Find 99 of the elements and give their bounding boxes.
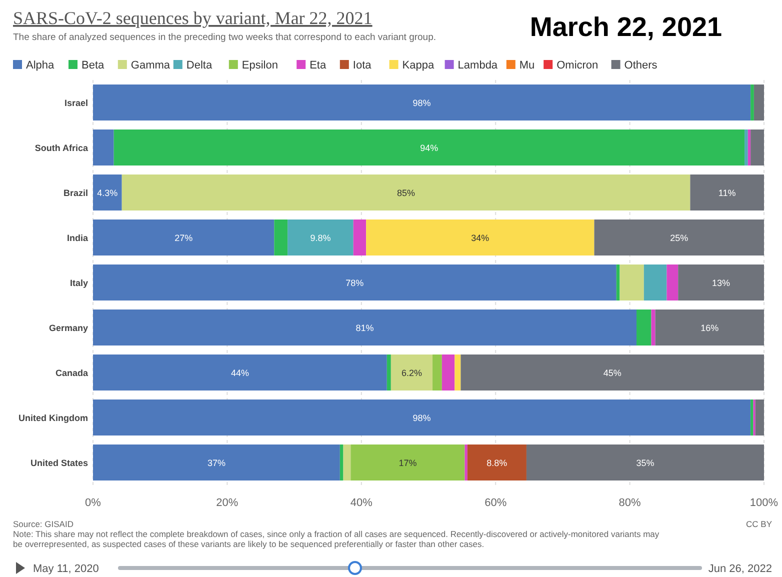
legend-label: Iota [352,60,372,72]
bar [460,354,764,390]
data-label: 85% [397,188,416,198]
data-label: 94% [420,143,438,153]
bar [651,310,656,346]
legend-label: Delta [186,60,213,72]
data-label: 44% [230,368,249,378]
bar [454,354,461,390]
bar [655,310,764,346]
y-tick-label: Brazil [63,188,88,198]
bar [93,84,751,120]
data-label: 34% [471,233,490,243]
y-tick-label: South Africa [34,143,89,153]
bar [754,84,764,120]
bar [122,174,690,210]
text: May 11, 2020 [33,563,99,575]
bar [666,264,678,300]
y-tick-label: Canada [55,368,89,378]
data-label: 17% [398,458,417,468]
legend-label: Lambda [458,60,498,72]
bar [93,444,340,480]
text: CC BY [746,519,772,529]
data-label: 98% [412,98,431,108]
bar [442,354,455,390]
data-label: 4.3% [97,188,118,198]
bar [750,84,754,120]
bar [366,220,594,256]
data-label: 9.8% [310,233,331,243]
bar [644,264,667,300]
x-tick-label: 40% [350,497,373,509]
bar [748,130,751,166]
bar [678,264,764,300]
source-note: Source: GISAID [13,519,74,529]
data-label: 27% [174,233,193,243]
bar [594,220,764,256]
text: Jun 26, 2022 [708,563,772,575]
bar [93,400,751,436]
x-tick-label: 60% [484,497,507,509]
bar [750,400,754,436]
text: March 22, 2021 [530,12,722,42]
bar [340,444,344,480]
bar [353,220,366,256]
bar [93,354,387,390]
bar [755,400,764,436]
bar [432,354,442,390]
bar [350,444,465,480]
data-label: 35% [636,458,654,468]
bar [343,444,351,480]
data-label: 16% [700,323,719,333]
bar [750,130,764,166]
y-tick-label: Germany [48,323,88,333]
legend-label: Mu [519,60,535,72]
data-label: 45% [603,368,622,378]
legend-label: Gamma [130,60,171,72]
data-label: 37% [207,458,226,468]
bar [114,130,745,166]
data-label: 13% [712,278,730,288]
bar [93,310,637,346]
data-label: 8.8% [486,458,508,468]
bar [93,220,274,256]
bar [390,354,433,390]
bar [93,130,114,166]
legend-label: Omicron [556,60,598,72]
bar [288,220,354,256]
y-tick-label: United Kingdom [18,413,88,423]
bar [93,174,122,210]
bar [744,130,748,166]
text: Note: This share may not reflect the complete breakdown of cases, since only a fraction of all cases are sequenced. Recently-discovered or actively-monitored variants may be overrepresented, as suspected cases of these variants are likely to be sequenced preferentially or faster than other cases. [13,529,660,549]
chart-title: SARS-CoV-2 sequences by variant, Mar 22, 2021 [13,8,372,28]
legend-label: Alpha [26,60,56,72]
x-tick-label: 80% [618,497,642,509]
legend-label: Kappa [402,60,435,72]
chart-subtitle: The share of analyzed sequences in the preceding two weeks that correspond to each variant group. [13,32,436,43]
bar [464,444,468,480]
y-tick-label: Israel [64,98,88,108]
data-label: 25% [670,233,688,243]
legend-label: Others [624,60,658,72]
bar [274,220,288,256]
legend-label: Eta [310,60,327,72]
bar [620,264,644,300]
legend-label: Epsilon [242,60,278,72]
data-label: 6.2% [401,368,422,378]
legend-label: Beta [82,60,106,72]
bar [386,354,391,390]
data-label: 98% [412,413,431,423]
y-tick-label: Italy [70,278,88,288]
bar [93,264,616,300]
data-label: 78% [346,278,364,288]
bar [690,174,764,210]
x-tick-label: 0% [85,497,102,509]
bar [526,444,764,480]
bar [636,310,652,346]
x-tick-label: 100% [750,497,778,509]
bar [467,444,526,480]
data-label: 81% [356,323,374,333]
data-label: 11% [718,188,736,198]
y-tick-label: India [66,233,89,243]
y-tick-label: United States [30,458,88,468]
x-tick-label: 20% [216,497,238,509]
